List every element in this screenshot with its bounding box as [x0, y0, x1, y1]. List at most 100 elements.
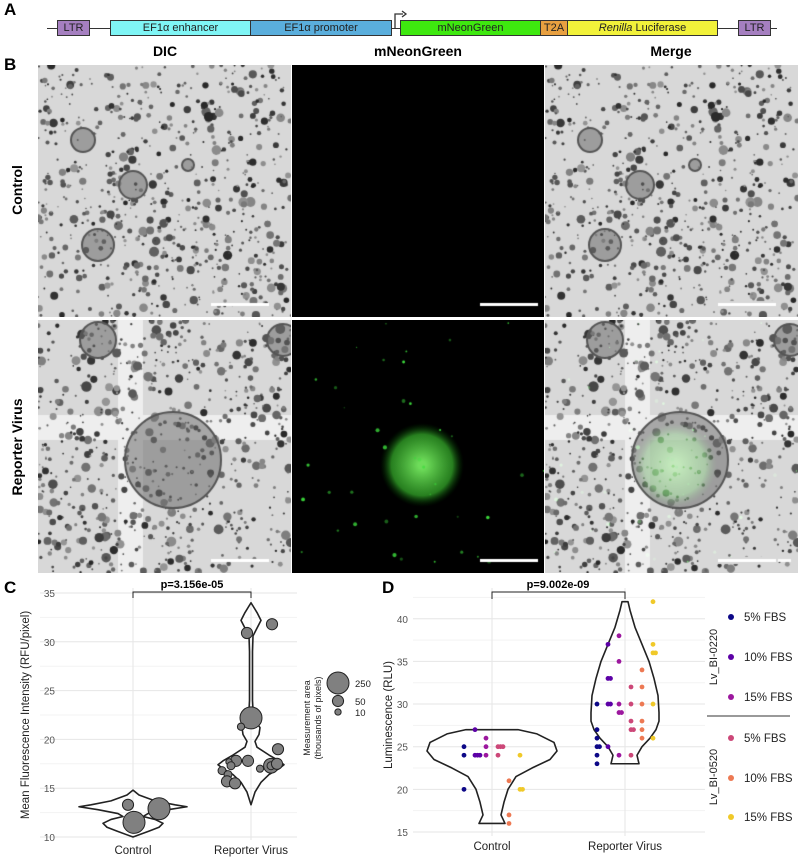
size-legend-label: 250	[355, 679, 371, 690]
data-point	[616, 633, 622, 639]
data-point	[506, 812, 512, 818]
data-point	[472, 727, 478, 733]
legend-swatch	[728, 735, 734, 741]
y-tick-label: 25	[44, 687, 56, 698]
construct-t2a: T2A	[540, 20, 568, 36]
column-title-merge: Merge	[650, 43, 692, 59]
luciferase-label: Luciferase	[632, 22, 687, 34]
data-point	[594, 727, 600, 733]
data-point	[506, 821, 512, 826]
promoter-label: EF1α promoter	[284, 22, 358, 34]
size-legend-label: 10	[355, 708, 366, 719]
panel-label-b: B	[4, 55, 17, 74]
legend-label: 5% FBS	[744, 733, 787, 745]
y-axis-label: Luminescence (RLU)	[383, 661, 395, 769]
data-point	[461, 752, 467, 758]
x-tick-label: Control	[114, 845, 151, 857]
data-point	[597, 744, 602, 750]
data-point	[605, 744, 611, 750]
data-point	[483, 744, 489, 750]
data-point	[461, 786, 467, 792]
enhancer-label: EF1α enhancer	[142, 22, 219, 34]
construct-ltr-5: LTR	[57, 20, 90, 36]
data-point	[147, 797, 171, 821]
column-title-mneongreen: mNeonGreen	[374, 43, 462, 59]
data-point	[495, 752, 501, 758]
data-point	[628, 701, 634, 707]
micrograph-control-mneongreen	[292, 65, 544, 317]
data-point	[639, 667, 645, 673]
data-point	[506, 778, 512, 784]
data-point	[239, 706, 263, 730]
y-tick-label: 20	[44, 735, 56, 746]
y-tick-label: 30	[397, 700, 409, 711]
micrograph-control-merge	[545, 65, 798, 317]
data-point	[631, 727, 636, 733]
data-point	[520, 786, 525, 792]
data-point	[594, 735, 600, 741]
data-point	[483, 735, 489, 741]
significance-bracket	[491, 591, 626, 599]
construct-ef1a-promoter: EF1α promoter	[250, 20, 392, 36]
data-point	[650, 599, 656, 605]
data-point	[628, 684, 634, 690]
size-legend-label: 50	[355, 697, 366, 708]
y-tick-label: 40	[397, 615, 409, 626]
data-point	[500, 744, 506, 750]
data-point	[270, 757, 284, 770]
ltr-label: LTR	[744, 22, 765, 34]
data-point	[605, 641, 611, 647]
p-value-annotation: p=3.156e-05	[161, 579, 224, 591]
size-legend-title: (thousands of pixels)	[313, 676, 323, 759]
mneongreen-label: mNeonGreen	[437, 22, 504, 34]
micrograph-control-dic	[38, 65, 291, 317]
legend-label: 15% FBS	[744, 692, 793, 704]
construct-mneongreen: mNeonGreen	[400, 20, 541, 36]
legend-swatch	[728, 614, 734, 620]
data-point	[477, 752, 483, 758]
x-tick-label: Reporter Virus	[214, 845, 288, 857]
y-tick-label: 30	[44, 638, 56, 649]
construct-ltr-3: LTR	[738, 20, 771, 36]
size-legend-title: Measurement area	[302, 680, 312, 756]
size-legend-circle	[331, 694, 345, 708]
data-point	[628, 718, 634, 724]
data-point	[639, 727, 645, 733]
panel-label-c: C	[4, 578, 17, 597]
column-title-dic: DIC	[152, 43, 178, 59]
data-point	[608, 701, 613, 707]
data-point	[628, 752, 634, 758]
data-point	[619, 710, 624, 715]
size-legend-circle	[326, 671, 350, 695]
data-point	[616, 659, 622, 664]
micrograph-reporter-mneongreen	[292, 320, 544, 573]
legend-label: 5% FBS	[744, 612, 787, 624]
data-point	[594, 752, 600, 758]
data-point	[236, 722, 246, 731]
data-point	[240, 626, 254, 640]
y-tick-label: 35	[397, 657, 409, 668]
p-value-annotation: p=9.002e-09	[527, 579, 590, 591]
violin-control	[426, 728, 558, 825]
data-point	[483, 752, 489, 758]
data-point	[650, 641, 656, 647]
t2a-label: T2A	[543, 22, 565, 34]
data-point	[228, 777, 242, 790]
data-point	[616, 701, 622, 707]
panel-label-a: A	[4, 0, 17, 19]
y-tick-label: 20	[397, 785, 409, 796]
ltr-label: LTR	[63, 22, 84, 34]
construct-ef1a-enhancer: EF1α enhancer	[110, 20, 251, 36]
legend-label: 10% FBS	[744, 652, 793, 664]
data-point	[639, 735, 645, 741]
data-point	[226, 761, 236, 771]
data-point	[271, 743, 285, 756]
legend-swatch	[728, 775, 734, 781]
data-point	[241, 754, 255, 767]
y-axis-label: Mean Fluorescence Intensity (RFU/pixel)	[20, 611, 32, 820]
data-point	[639, 718, 645, 724]
x-tick-label: Control	[473, 841, 510, 853]
data-point	[122, 810, 146, 834]
